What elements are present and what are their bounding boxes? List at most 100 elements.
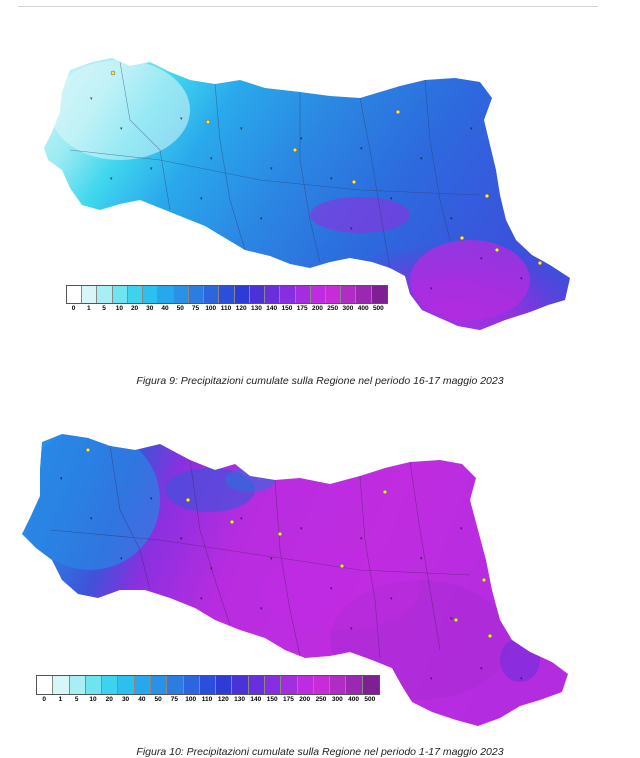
legend-swatch	[330, 676, 347, 694]
svg-text:▾: ▾	[300, 526, 303, 532]
legend-tick-label: 100	[185, 696, 197, 703]
svg-text:▾: ▾	[120, 126, 123, 132]
legend-tick-label: 130	[251, 305, 262, 312]
svg-text:▾: ▾	[420, 556, 423, 562]
legend-tick-label: 150	[281, 305, 293, 312]
page-top-rule	[18, 6, 598, 7]
svg-text:▾: ▾	[450, 216, 453, 222]
svg-text:▾: ▾	[210, 566, 213, 572]
legend-swatch	[346, 676, 363, 694]
svg-text:▾: ▾	[260, 216, 263, 222]
legend-tick-label: 120	[235, 305, 247, 312]
svg-text:▾: ▾	[90, 516, 93, 522]
svg-text:▾: ▾	[210, 156, 213, 162]
legend-swatch	[97, 286, 113, 303]
svg-text:▾: ▾	[480, 256, 483, 262]
legend-tick-label: 75	[191, 305, 200, 312]
legend-tick-label: 200	[299, 696, 311, 703]
legend-swatch	[118, 676, 135, 694]
legend-swatch	[356, 286, 372, 303]
legend-swatch	[265, 286, 281, 303]
legend-tick-label: 75	[170, 696, 179, 703]
svg-text:▾: ▾	[430, 286, 433, 292]
legend-tick-label: 140	[250, 696, 262, 703]
legend-tick-label: 30	[121, 696, 130, 703]
legend-tick-label: 130	[234, 696, 245, 703]
svg-text:▾: ▾	[420, 156, 423, 162]
svg-text:▾: ▾	[90, 96, 93, 102]
legend-swatch	[248, 676, 265, 694]
legend-tick-label: 150	[266, 696, 278, 703]
svg-text:▾: ▾	[110, 176, 113, 182]
svg-text:▾: ▾	[520, 276, 523, 282]
legend-tick-label: 100	[205, 305, 217, 312]
legend-swatch	[219, 286, 235, 303]
legend-tick-label: 50	[176, 305, 184, 312]
svg-text:▾: ▾	[390, 196, 393, 202]
figure-10: ▾ ▾ ▾ ▾ ▾ ▾ ▾ ▾ ▾ ▾ ▾ ▾ ▾ ▾ ▾ ▾ ▾ ▾ ▾ ▾ ▾ 0 1 5 10 20 30 40 5…	[0, 420, 640, 758]
svg-text:▾: ▾	[200, 196, 203, 202]
svg-text:▾: ▾	[270, 166, 273, 172]
svg-text:▾: ▾	[430, 676, 433, 682]
legend-swatch	[362, 676, 379, 694]
svg-text:▾: ▾	[260, 606, 263, 612]
legend-tick-label: 400	[348, 696, 359, 703]
legend-tick-label: 400	[357, 305, 369, 312]
svg-text:▾: ▾	[180, 116, 183, 122]
legend-color-bar	[36, 675, 380, 695]
legend-tick-label: 5	[74, 696, 79, 703]
legend-tick-label: 0	[71, 305, 76, 312]
legend-tick-labels: 0 1 5 10 20 30 40 50 75 100 110 120 130 140 150 175 200 2…	[66, 305, 386, 315]
legend-swatch	[280, 286, 296, 303]
svg-text:▾: ▾	[240, 126, 243, 132]
legend-tick-label: 250	[315, 696, 327, 703]
legend-swatch	[295, 286, 311, 303]
precipitation-map-1-17-may: ▾ ▾ ▾ ▾ ▾ ▾ ▾ ▾ ▾ ▾ ▾ ▾ ▾ ▾ ▾ ▾ ▾ ▾ ▾ ▾ ▾	[22, 434, 568, 726]
legend-swatch	[199, 676, 217, 694]
legend-tick-label: 40	[161, 305, 169, 312]
legend-tick-label: 40	[138, 696, 146, 703]
svg-text:▾: ▾	[180, 536, 183, 542]
legend-swatch	[85, 676, 103, 694]
legend-tick-label: 1	[87, 305, 91, 312]
legend-swatch	[183, 676, 200, 694]
legend-tick-label: 110	[201, 696, 213, 703]
legend-swatch	[264, 676, 282, 694]
svg-text:▾: ▾	[120, 556, 123, 562]
legend-tick-label: 120	[217, 696, 229, 703]
legend-swatch	[281, 676, 298, 694]
legend-tick-label: 5	[102, 305, 106, 312]
legend-swatch	[371, 286, 387, 303]
svg-text:▾: ▾	[60, 476, 63, 482]
legend-tick-label: 300	[342, 305, 354, 312]
legend-tick-label: 20	[130, 305, 139, 312]
legend-tick-label: 175	[282, 696, 294, 703]
legend-tick-label: 10	[115, 305, 123, 312]
legend-swatch	[325, 286, 342, 303]
legend-swatch	[143, 286, 159, 303]
legend-tick-label: 10	[89, 696, 97, 703]
legend-swatch	[158, 286, 174, 303]
legend-tick-label: 0	[42, 696, 46, 703]
legend-tick-labels: 0 1 5 10 20 30 40 50 75 100 110 120 130 140 150 175 200 2…	[36, 696, 378, 706]
figure-caption: Figura 9: Precipitazioni cumulate sulla …	[136, 375, 504, 387]
legend-tick-label: 175	[296, 305, 308, 312]
svg-text:▾: ▾	[480, 666, 483, 672]
svg-text:▾: ▾	[390, 596, 393, 602]
legend-swatch	[82, 286, 98, 303]
svg-text:▾: ▾	[520, 676, 523, 682]
legend-tick-label: 50	[154, 696, 162, 703]
svg-text:▾: ▾	[150, 166, 153, 172]
legend-tick-label: 1	[58, 696, 63, 703]
legend-swatch	[112, 286, 128, 303]
legend-swatch	[310, 286, 326, 303]
legend-tick-label: 20	[105, 696, 113, 703]
legend-swatch	[249, 286, 266, 303]
svg-text:▾: ▾	[150, 496, 153, 502]
legend-swatches	[67, 286, 387, 303]
legend-color-bar	[66, 285, 388, 304]
svg-text:▾: ▾	[240, 516, 243, 522]
legend-swatch	[150, 676, 168, 694]
legend-swatch	[173, 286, 189, 303]
svg-text:▾: ▾	[460, 526, 463, 532]
